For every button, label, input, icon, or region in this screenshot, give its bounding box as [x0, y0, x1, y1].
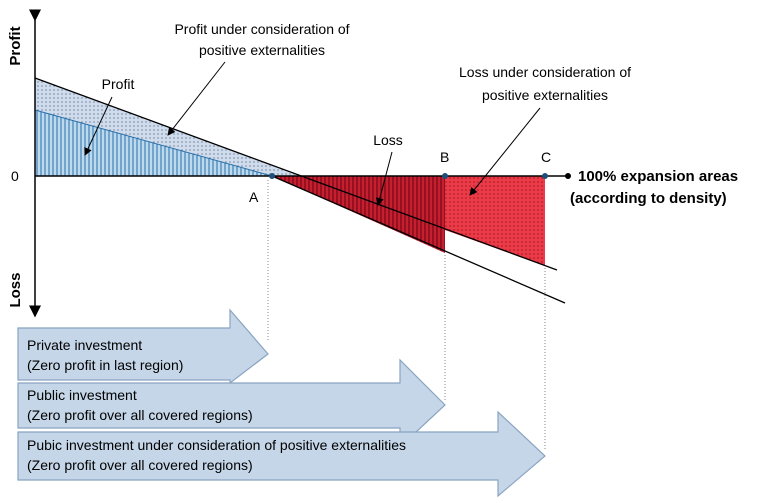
point-a: [269, 173, 275, 179]
annotation: Loss: [373, 132, 403, 148]
callouts: [84, 61, 541, 206]
point-label: A: [249, 189, 259, 205]
arrow-text: Public investment: [27, 387, 137, 403]
arrow-text: (Zero profit in last region): [27, 357, 183, 373]
ext-line: [34, 77, 558, 271]
y-top-label: Profit: [7, 26, 24, 65]
arrow-private: [17, 308, 269, 385]
annotation: Profit under consideration of: [174, 21, 349, 37]
profit-line: [34, 109, 273, 177]
point-b: [442, 173, 448, 179]
arrow-text: (Zero profit over all covered regions): [27, 457, 253, 473]
drop-lines: [267, 180, 546, 450]
loss-ext-area: [445, 176, 545, 266]
y-bottom-label: Loss: [7, 272, 24, 307]
arrow-public-ext: [17, 410, 546, 498]
point-label: C: [541, 149, 551, 165]
investment-arrows: [17, 308, 546, 498]
zero-label: 0: [11, 168, 19, 184]
annotation: positive externalities: [199, 42, 325, 58]
x-axis-end: [565, 173, 571, 179]
annotation: Loss under consideration of: [459, 64, 631, 80]
x-label: (according to density): [570, 190, 727, 207]
annotation: Profit: [102, 76, 135, 92]
loss-line: [271, 175, 566, 304]
x-label: 100% expansion areas: [578, 168, 738, 185]
arrow-text: (Zero profit over all covered regions): [27, 407, 253, 423]
arrow-text: Private investment: [27, 337, 142, 353]
annotation: positive externalities: [482, 87, 608, 103]
arrow-text: Pubic investment under consideration of …: [27, 437, 406, 453]
arrow-public: [17, 358, 446, 449]
point-c: [542, 173, 548, 179]
point-label: B: [440, 149, 449, 165]
